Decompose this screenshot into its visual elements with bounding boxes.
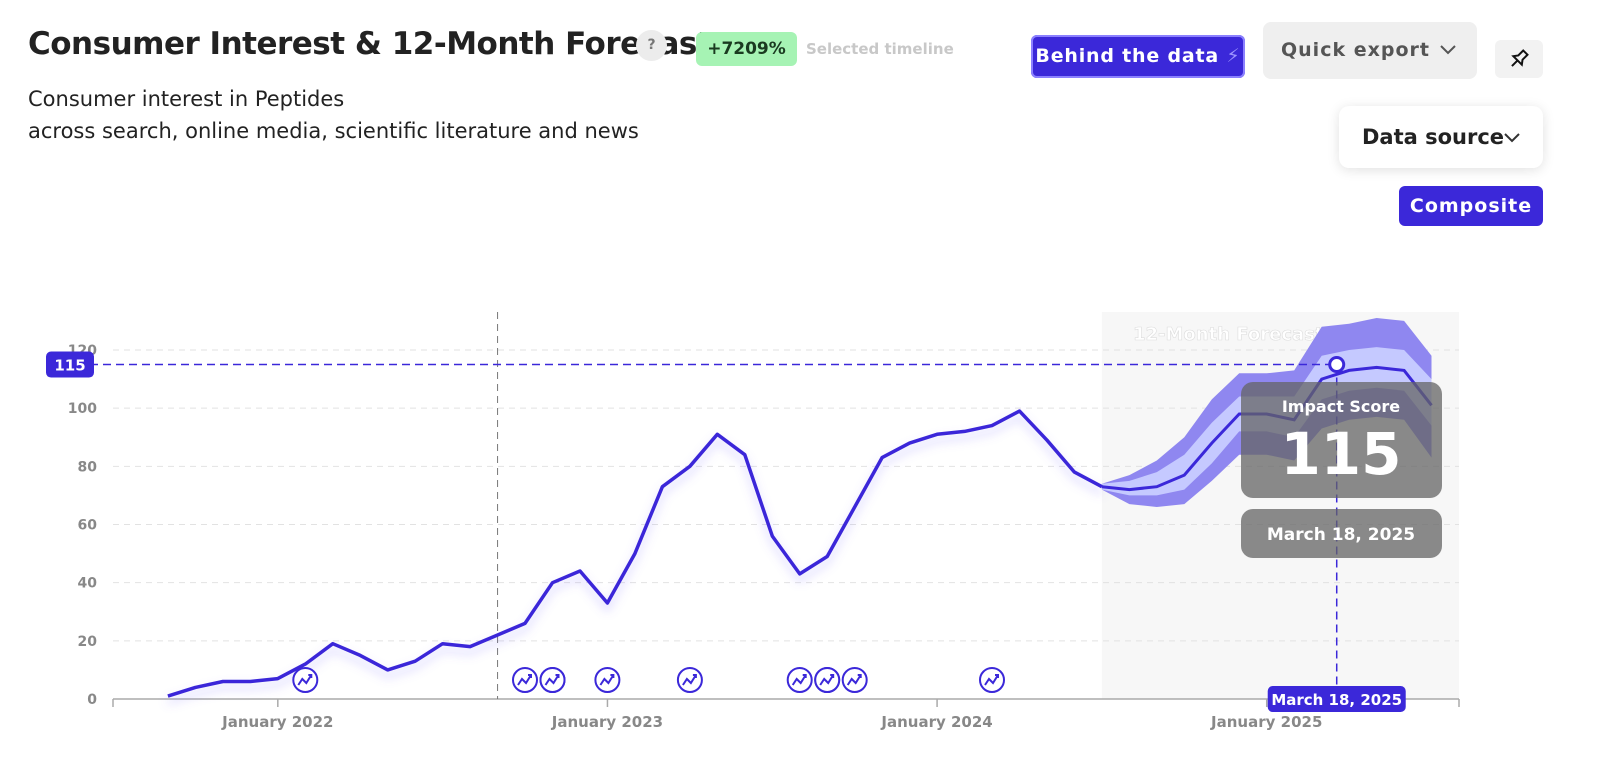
x-tick-label: January 2023 bbox=[551, 713, 663, 731]
event-icon bbox=[841, 667, 868, 693]
value-pill-label: 115 bbox=[54, 357, 85, 375]
event-circle bbox=[512, 667, 538, 693]
interest-line bbox=[167, 409, 1103, 698]
tooltip-box bbox=[1241, 382, 1442, 498]
subtitle: Consumer interest in Peptides bbox=[28, 87, 345, 111]
bolt-icon: ⚡︎ bbox=[1226, 45, 1241, 67]
source-option[interactable]: Composite bbox=[1399, 186, 1543, 226]
x-tick-label: January 2024 bbox=[880, 713, 992, 731]
y-tick-label: 0 bbox=[87, 692, 97, 708]
date-pill-label: March 18, 2025 bbox=[1271, 691, 1402, 709]
event-icon bbox=[979, 667, 1005, 693]
title: Consumer Interest & 12-Month Forecast bbox=[28, 26, 712, 62]
y-tick-label: 40 bbox=[78, 576, 98, 592]
help-icon[interactable]: ? bbox=[636, 30, 667, 61]
event-icon bbox=[814, 667, 841, 693]
event-icon bbox=[539, 667, 566, 693]
chevron bbox=[1440, 45, 1456, 55]
highlight-point bbox=[1328, 356, 1346, 374]
event-glyph bbox=[517, 674, 532, 686]
data-source-dropdown[interactable]: Data source bbox=[1339, 106, 1543, 168]
change-caption: Selected timeline bbox=[806, 40, 954, 58]
event-icon bbox=[292, 667, 319, 693]
event-icon bbox=[786, 667, 813, 693]
y-tick-label: 20 bbox=[78, 634, 98, 650]
event-circle bbox=[979, 667, 1005, 693]
event-icon bbox=[512, 667, 538, 693]
event-circle bbox=[594, 667, 621, 693]
x-tick-label: January 2022 bbox=[221, 713, 333, 731]
button-label: Quick export bbox=[1281, 39, 1430, 61]
event-circle bbox=[539, 667, 566, 693]
tooltip-date: March 18, 2025 bbox=[1267, 525, 1415, 545]
y-tick-label: 100 bbox=[68, 401, 97, 417]
behind-button[interactable]: Behind the data ⚡︎ bbox=[1031, 35, 1245, 78]
tooltip-value: 115 bbox=[1280, 420, 1401, 488]
event-icon bbox=[676, 667, 703, 693]
pin-button[interactable] bbox=[1495, 40, 1543, 78]
event-glyph bbox=[682, 674, 697, 686]
subtitle: across search, online media, scientific … bbox=[28, 119, 639, 143]
tooltip-date-box bbox=[1241, 509, 1442, 558]
event-glyph bbox=[984, 674, 999, 686]
event-glyph bbox=[297, 674, 313, 686]
event-circle bbox=[292, 667, 319, 693]
export-button[interactable]: Quick export bbox=[1263, 22, 1477, 79]
tooltip-title: Impact Score bbox=[1282, 397, 1400, 416]
event-glyph bbox=[791, 674, 807, 686]
chevron bbox=[1504, 133, 1520, 143]
event-glyph bbox=[544, 674, 560, 686]
y-tick-label: 80 bbox=[78, 459, 98, 475]
y-tick-label: 60 bbox=[78, 518, 98, 534]
x-tick-label: January 2025 bbox=[1210, 713, 1322, 731]
value-pill bbox=[46, 351, 94, 378]
button-label: Behind the data bbox=[1035, 45, 1219, 67]
event-glyph bbox=[599, 674, 615, 686]
dropdown-label: Data source bbox=[1362, 125, 1505, 149]
date-pill bbox=[1267, 686, 1406, 712]
change-badge: +7209% bbox=[696, 32, 797, 66]
event-circle bbox=[841, 667, 868, 693]
event-glyph bbox=[819, 674, 835, 686]
forecast-label: 12-Month Forecast bbox=[1133, 324, 1324, 345]
event-icon bbox=[594, 667, 621, 693]
event-glyph bbox=[846, 674, 862, 686]
pin-icon bbox=[1511, 49, 1529, 67]
event-circle bbox=[676, 667, 703, 693]
event-circle bbox=[814, 667, 841, 693]
event-circle bbox=[786, 667, 813, 693]
